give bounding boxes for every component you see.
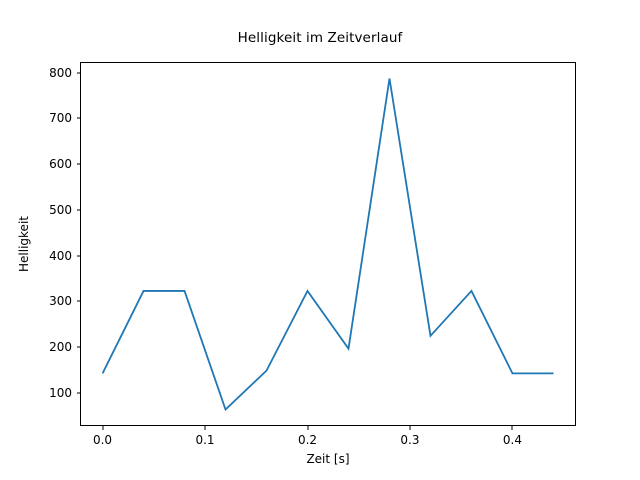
y-tick-label: 300 <box>49 294 72 309</box>
x-tick-label: 0.1 <box>195 433 215 447</box>
x-tick-label: 0.0 <box>92 433 113 447</box>
y-tick-mark <box>76 72 80 74</box>
x-tick-mark <box>409 426 411 430</box>
x-tick-mark <box>204 426 206 430</box>
y-tick-mark <box>76 163 80 165</box>
x-tick-mark <box>511 426 513 430</box>
y-tick-mark <box>76 346 80 348</box>
y-tick-mark <box>76 392 80 394</box>
axes-frame <box>80 62 576 426</box>
y-tick-mark <box>76 255 80 257</box>
y-tick-label: 800 <box>49 65 72 80</box>
data-line <box>101 78 554 412</box>
chart-title: Helligkeit im Zeitverlauf <box>237 30 403 46</box>
y-tick-label: 100 <box>49 386 72 401</box>
y-tick-mark <box>76 117 80 119</box>
plot-area: 100 200 300 400 500 600 700 800 0.0 0.1 0.2 0.3 0.4… <box>17 62 576 466</box>
x-tick-label: 0.2 <box>297 433 318 447</box>
y-tick-label: 200 <box>49 340 72 355</box>
x-tick-mark <box>307 426 308 430</box>
y-tick-mark <box>76 209 80 211</box>
y-tick-label: 400 <box>49 248 72 263</box>
y-tick-mark <box>76 300 80 302</box>
y-axis-label: Helligkeit <box>17 216 31 272</box>
x-axis-label: Zeit [s] <box>306 452 350 466</box>
x-tick-mark <box>102 426 104 430</box>
x-tick-label: 0.3 <box>400 433 420 447</box>
y-tick-label: 700 <box>49 111 72 126</box>
line-series-plot <box>101 78 554 412</box>
x-tick-label: 0.4 <box>502 433 522 447</box>
y-tick-label: 600 <box>49 157 72 172</box>
y-tick-label: 500 <box>49 202 72 217</box>
